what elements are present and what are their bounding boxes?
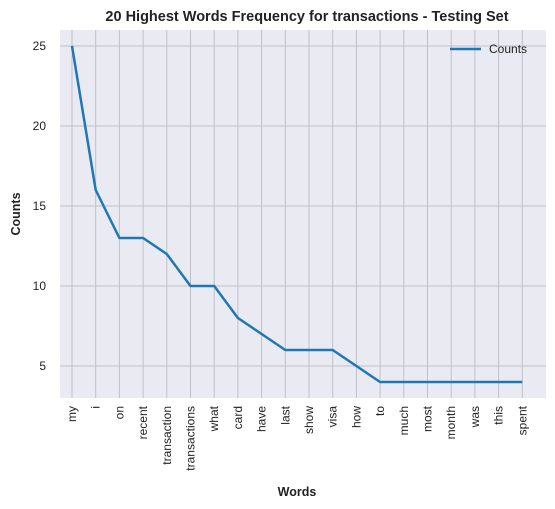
x-tick-label: my <box>65 406 79 422</box>
x-tick-label: much <box>397 406 411 435</box>
x-tick-label: to <box>373 406 387 416</box>
y-tick-label: 5 <box>39 359 46 373</box>
x-tick-label: last <box>278 405 292 424</box>
x-tick-label: transactions <box>184 406 198 471</box>
y-tick-label: 25 <box>33 39 47 53</box>
x-tick-label: show <box>302 406 316 434</box>
x-tick-label: what <box>207 405 221 432</box>
y-tick-label: 10 <box>33 279 47 293</box>
legend-label-counts: Counts <box>489 42 527 56</box>
y-tick-label: 20 <box>33 119 47 133</box>
x-tick-label: how <box>349 406 363 428</box>
x-tick-label: this <box>492 406 506 425</box>
x-axis-label: Words <box>278 485 317 499</box>
x-tick-label: card <box>231 406 245 429</box>
x-axis-ticks: my i on recent transaction transactions what ca… <box>65 405 529 470</box>
x-tick-label: on <box>112 406 126 419</box>
chart-title: 20 Highest Words Frequency for transacti… <box>105 9 508 25</box>
x-tick-label: i <box>89 406 103 409</box>
x-tick-label: recent <box>136 405 150 439</box>
x-tick-label: month <box>444 406 458 439</box>
x-tick-label: was <box>468 406 482 428</box>
plot-area <box>60 30 546 398</box>
y-axis-label: Counts <box>9 192 23 235</box>
grid <box>60 30 546 398</box>
x-tick-label: spent <box>515 405 529 435</box>
x-tick-label: have <box>255 406 269 432</box>
x-tick-label: most <box>421 405 435 432</box>
series-line-counts <box>70 45 523 384</box>
y-tick-label: 15 <box>33 199 47 213</box>
x-tick-label: visa <box>326 406 340 428</box>
legend: Counts <box>450 42 527 56</box>
x-tick-label: transaction <box>160 406 174 465</box>
y-axis-ticks: 5 10 15 20 25 <box>33 39 47 373</box>
